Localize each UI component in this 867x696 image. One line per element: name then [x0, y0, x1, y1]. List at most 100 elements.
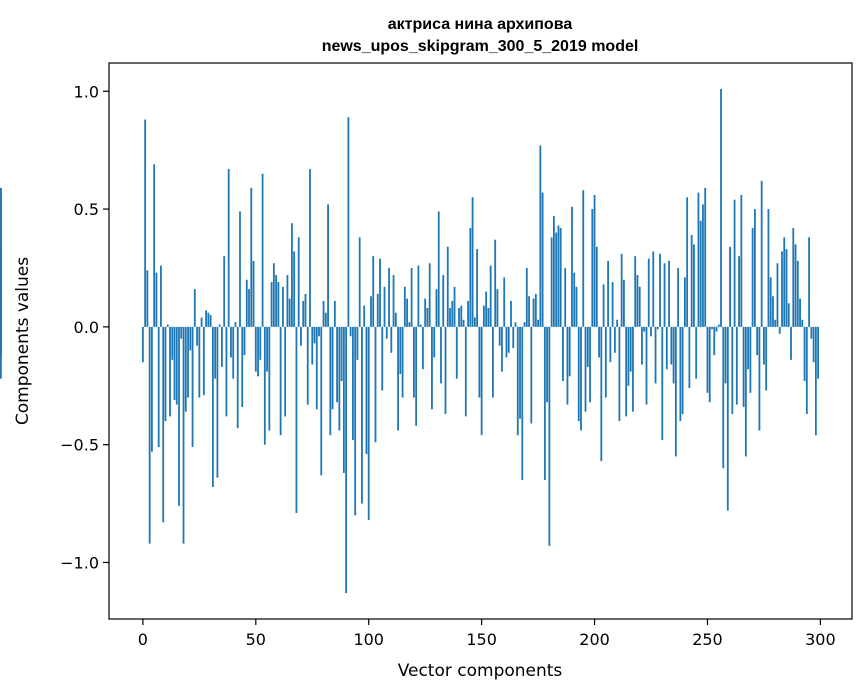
- bar: [708, 326, 711, 403]
- bar: [758, 326, 761, 431]
- bar: [232, 326, 235, 379]
- bar: [530, 326, 533, 424]
- bar: [187, 326, 189, 398]
- bar: [184, 326, 187, 412]
- bar: [485, 291, 488, 327]
- bar: [277, 282, 280, 327]
- bar: [476, 249, 479, 327]
- bar: [738, 256, 740, 327]
- bar: [749, 326, 752, 393]
- bar: [498, 326, 501, 346]
- bar: [810, 326, 813, 339]
- bar: [805, 326, 808, 415]
- bar: [327, 204, 329, 327]
- bar: [604, 326, 607, 398]
- bar: [534, 293, 537, 327]
- bar: [699, 220, 702, 327]
- bar: [449, 308, 451, 327]
- bar: [347, 117, 350, 327]
- bar: [492, 326, 494, 398]
- bar: [744, 326, 747, 457]
- bar: [609, 326, 612, 363]
- y-tick-label: 0.0: [74, 318, 99, 337]
- bar: [417, 265, 420, 327]
- bar: [514, 322, 517, 327]
- bar: [620, 253, 623, 327]
- bar: [611, 282, 614, 327]
- bar: [388, 267, 390, 327]
- bar: [288, 298, 291, 327]
- bar: [543, 326, 546, 480]
- bar: [532, 298, 535, 327]
- bar: [803, 326, 806, 382]
- bar: [331, 326, 334, 410]
- bar: [792, 227, 795, 327]
- x-tick-label: 250: [692, 630, 723, 649]
- bar: [397, 326, 399, 431]
- bar: [733, 199, 736, 327]
- bar: [320, 326, 323, 476]
- bar: [715, 326, 718, 332]
- bar: [257, 326, 259, 377]
- bar: [582, 190, 585, 327]
- bar: [713, 326, 716, 356]
- bar: [496, 289, 499, 327]
- bar: [415, 326, 418, 426]
- bar: [613, 326, 616, 353]
- bar: [392, 275, 395, 327]
- bar: [381, 326, 384, 391]
- bar: [550, 237, 553, 327]
- bar: [464, 326, 467, 417]
- bar: [747, 326, 750, 370]
- bar: [623, 279, 625, 327]
- bar: [589, 326, 591, 403]
- bar: [557, 225, 560, 327]
- bar: [598, 326, 600, 358]
- bar: [510, 300, 512, 327]
- bar: [376, 293, 379, 327]
- bar: [731, 326, 734, 415]
- bar: [367, 326, 370, 521]
- bar: [408, 322, 411, 327]
- plot-frame: [108, 62, 853, 620]
- bar: [370, 296, 372, 327]
- chart-title: актриса нина архипова: [388, 16, 573, 33]
- bar: [234, 322, 237, 327]
- bar: [487, 308, 490, 327]
- bar: [537, 319, 539, 327]
- bar: [144, 119, 147, 327]
- bar: [618, 326, 621, 422]
- bar: [412, 326, 415, 398]
- bar: [248, 289, 250, 327]
- bar: [216, 326, 219, 478]
- x-tick-label: 150: [466, 630, 497, 649]
- bar: [189, 326, 192, 351]
- bar: [169, 326, 171, 417]
- bar: [580, 326, 582, 431]
- bar: [352, 326, 354, 440]
- bar: [329, 326, 332, 436]
- bar: [390, 326, 393, 353]
- bar: [641, 326, 643, 365]
- bar: [505, 326, 508, 358]
- bar: [214, 326, 217, 379]
- bar: [501, 326, 503, 372]
- bar: [191, 326, 194, 448]
- bar: [313, 326, 316, 344]
- bar: [363, 305, 366, 327]
- chart-subtitle: news_upos_skipgram_300_5_2019 model: [322, 38, 639, 55]
- bar: [354, 326, 357, 516]
- bar: [720, 88, 722, 327]
- x-tick-label: 50: [246, 630, 266, 649]
- bar: [446, 246, 449, 327]
- bar: [424, 298, 427, 327]
- bar: [270, 282, 273, 327]
- bar: [686, 197, 689, 327]
- bar: [765, 326, 768, 391]
- bar: [665, 326, 668, 370]
- bar: [442, 275, 445, 327]
- bar: [555, 232, 558, 327]
- y-tick-label: 0.5: [74, 200, 99, 219]
- bar: [722, 326, 725, 469]
- bar: [717, 324, 720, 327]
